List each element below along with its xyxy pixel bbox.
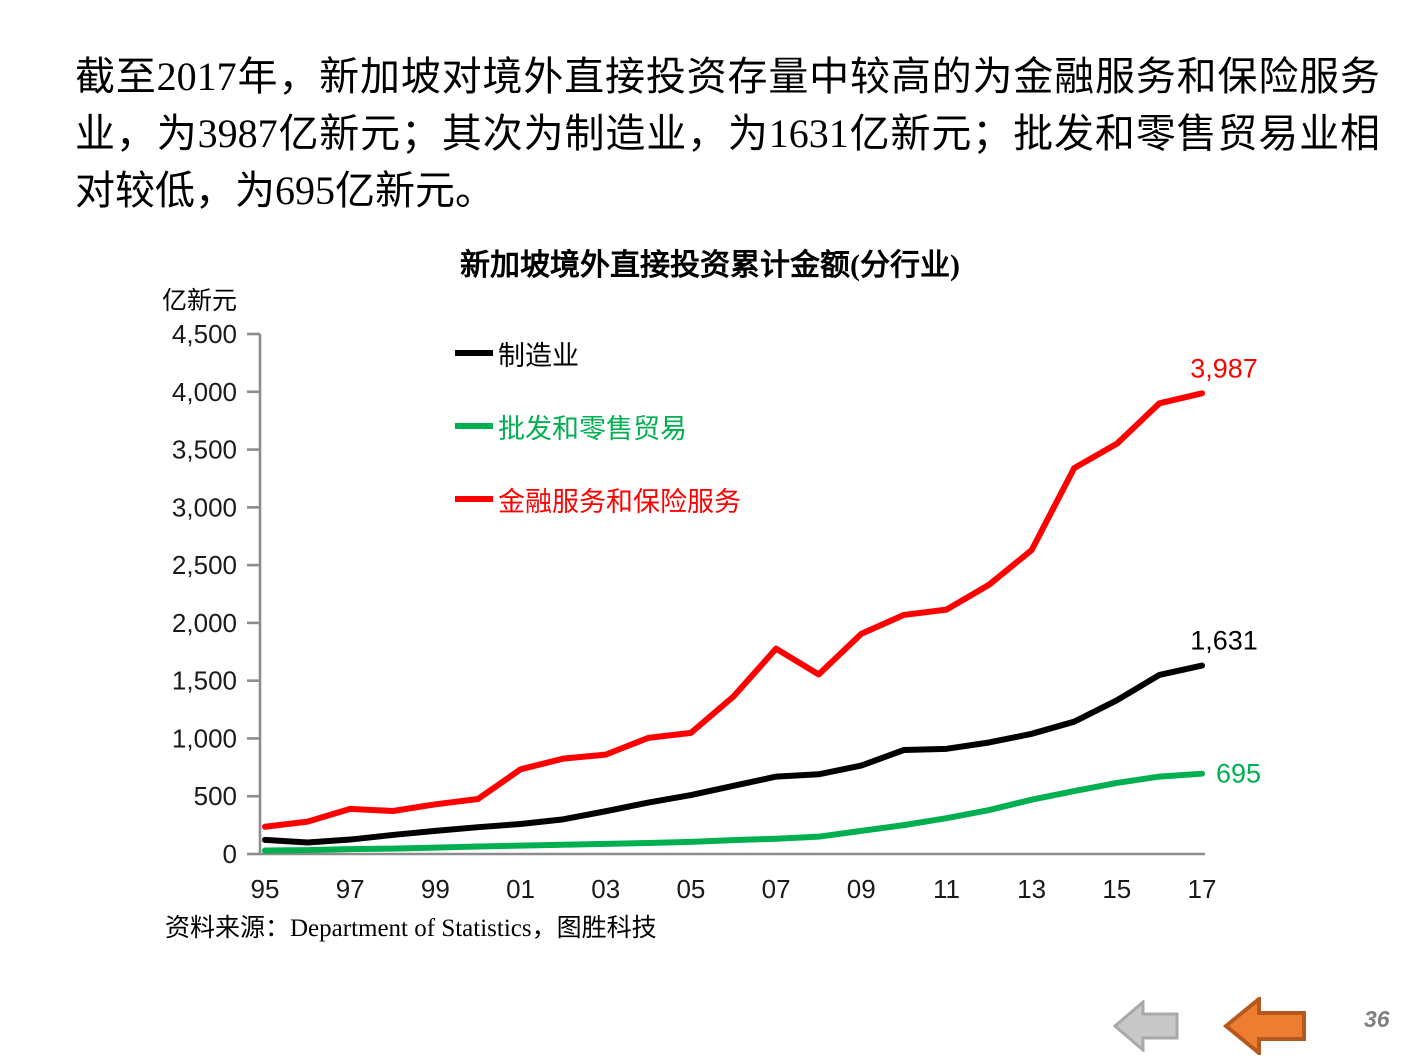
wholesale-retail-legend-line-icon	[455, 423, 493, 429]
legend-item-manufacturing: 制造业	[455, 337, 741, 371]
x-tick-label: 13	[1017, 874, 1046, 904]
x-tick-label: 99	[421, 874, 450, 904]
manufacturing-legend-line-icon	[455, 350, 493, 356]
y-tick-label: 1,500	[172, 666, 237, 696]
manufacturing-line	[262, 662, 1205, 846]
y-axis-unit-label: 亿新元	[162, 288, 238, 315]
x-tick-label: 97	[336, 874, 365, 904]
x-tick-label: 95	[251, 874, 280, 904]
wholesale-retail-line	[262, 770, 1205, 854]
x-tick-label: 07	[762, 874, 791, 904]
y-tick-label: 3,500	[172, 435, 237, 465]
legend-item-financial-insurance: 金融服务和保险服务	[455, 483, 741, 517]
y-tick-label: 0	[223, 839, 237, 869]
page-number: 36	[1364, 1006, 1390, 1032]
orange-back-arrow-icon[interactable]	[1223, 997, 1307, 1055]
legend-label: 批发和零售贸易	[498, 413, 687, 444]
financial-insurance-legend-line-icon	[455, 496, 493, 502]
y-tick-label: 3,000	[172, 492, 237, 522]
x-tick-label: 01	[506, 874, 535, 904]
intro-text: 截至2017年，新加坡对境外直接投资存量中较高的为金融服务和保险服务业，为398…	[75, 54, 1380, 213]
chart-legend: 制造业 批发和零售贸易 金融服务和保险服务	[455, 337, 741, 556]
gray-back-arrow-icon[interactable]	[1113, 1000, 1179, 1052]
x-tick-label: 03	[591, 874, 620, 904]
x-tick-label: 09	[847, 874, 876, 904]
wholesale-retail-end-label: 695	[1216, 759, 1261, 789]
y-tick-label: 2,000	[172, 608, 237, 638]
financial-insurance-line	[262, 390, 1205, 830]
legend-label: 金融服务和保险服务	[498, 486, 741, 517]
x-tick-label: 05	[676, 874, 705, 904]
x-tick-label: 15	[1102, 874, 1131, 904]
source-note: 资料来源：Department of Statistics，图胜科技	[165, 915, 657, 942]
manufacturing-end-label: 1,631	[1190, 626, 1258, 656]
financial-insurance-end-label: 3,987	[1190, 353, 1258, 383]
x-tick-label: 11	[933, 874, 960, 904]
y-tick-label: 4,000	[172, 377, 237, 407]
y-tick-label: 500	[194, 781, 237, 811]
y-tick-label: 4,500	[172, 319, 237, 349]
legend-item-wholesale-retail: 批发和零售贸易	[455, 410, 741, 444]
y-tick-label: 1,000	[172, 723, 237, 753]
legend-label: 制造业	[498, 340, 579, 371]
x-tick-label: 17	[1188, 874, 1217, 904]
y-tick-label: 2,500	[172, 550, 237, 580]
chart-title: 新加坡境外直接投资累计金额(分行业)	[460, 249, 960, 282]
